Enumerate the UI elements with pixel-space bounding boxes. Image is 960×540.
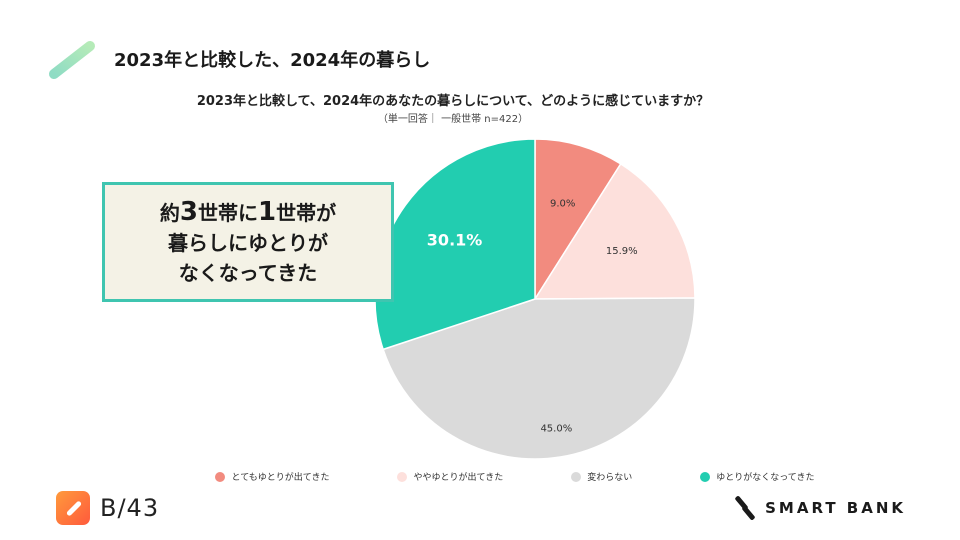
callout-text: 約 bbox=[159, 200, 180, 225]
legend-item: ゆとりがなくなってきた bbox=[700, 470, 815, 483]
pie-data-label: 45.0% bbox=[540, 423, 572, 434]
pie-data-label: 15.9% bbox=[606, 246, 638, 257]
pie-slice bbox=[534, 138, 622, 302]
smartbank-logo: SMART BANK bbox=[734, 495, 906, 521]
legend-label: ゆとりがなくなってきた bbox=[716, 473, 815, 483]
callout-text: 世帯が bbox=[276, 200, 337, 225]
callout-line-2: 暮らしにゆとりが bbox=[168, 230, 328, 255]
chart-legend: とてもゆとりが出てきた ややゆとりが出てきた 変わらない ゆとりがなくなってきた bbox=[0, 470, 960, 483]
pie-data-label: 30.1% bbox=[427, 230, 483, 249]
legend-swatch bbox=[571, 471, 582, 482]
page-title: 2023年と比較した、2024年の暮らし bbox=[114, 50, 431, 71]
accent-stripe-icon bbox=[49, 41, 95, 79]
legend-item: とてもゆとりが出てきた bbox=[215, 470, 329, 483]
pie-slice bbox=[533, 162, 696, 300]
b43-logo-text: B/43 bbox=[100, 494, 160, 522]
callout-line-3: なくなってきた bbox=[178, 260, 318, 285]
pie-slice bbox=[374, 138, 536, 351]
legend-swatch bbox=[397, 471, 408, 482]
pie-slice bbox=[382, 297, 696, 460]
legend-label: ややゆとりが出てきた bbox=[413, 473, 504, 483]
smartbank-logo-icon bbox=[734, 495, 756, 521]
legend-label: とてもゆとりが出てきた bbox=[231, 473, 330, 483]
legend-swatch bbox=[700, 471, 711, 482]
legend-label: 変わらない bbox=[587, 473, 633, 483]
callout-text: 世帯に bbox=[198, 200, 258, 225]
smartbank-logo-text: SMART BANK bbox=[765, 499, 906, 517]
legend-item: ややゆとりが出てきた bbox=[397, 470, 503, 483]
pie-data-label: 9.0% bbox=[550, 199, 575, 210]
b43-logo: B/43 bbox=[56, 491, 159, 525]
b43-logo-icon bbox=[56, 491, 90, 525]
legend-swatch bbox=[215, 471, 226, 482]
callout-number: 1 bbox=[258, 196, 277, 227]
chart-title: 2023年と比較して、2024年のあなたの暮らしについて、どのように感じています… bbox=[196, 94, 710, 109]
legend-item: 変わらない bbox=[571, 470, 632, 483]
chart-subtitle: （単一回答｜ 一般世帯 n=422） bbox=[377, 114, 529, 125]
callout-line-1: 約3世帯に1世帯が bbox=[160, 197, 336, 228]
callout-number: 3 bbox=[179, 196, 198, 227]
callout-box: 約3世帯に1世帯が 暮らしにゆとりが なくなってきた bbox=[102, 182, 394, 302]
